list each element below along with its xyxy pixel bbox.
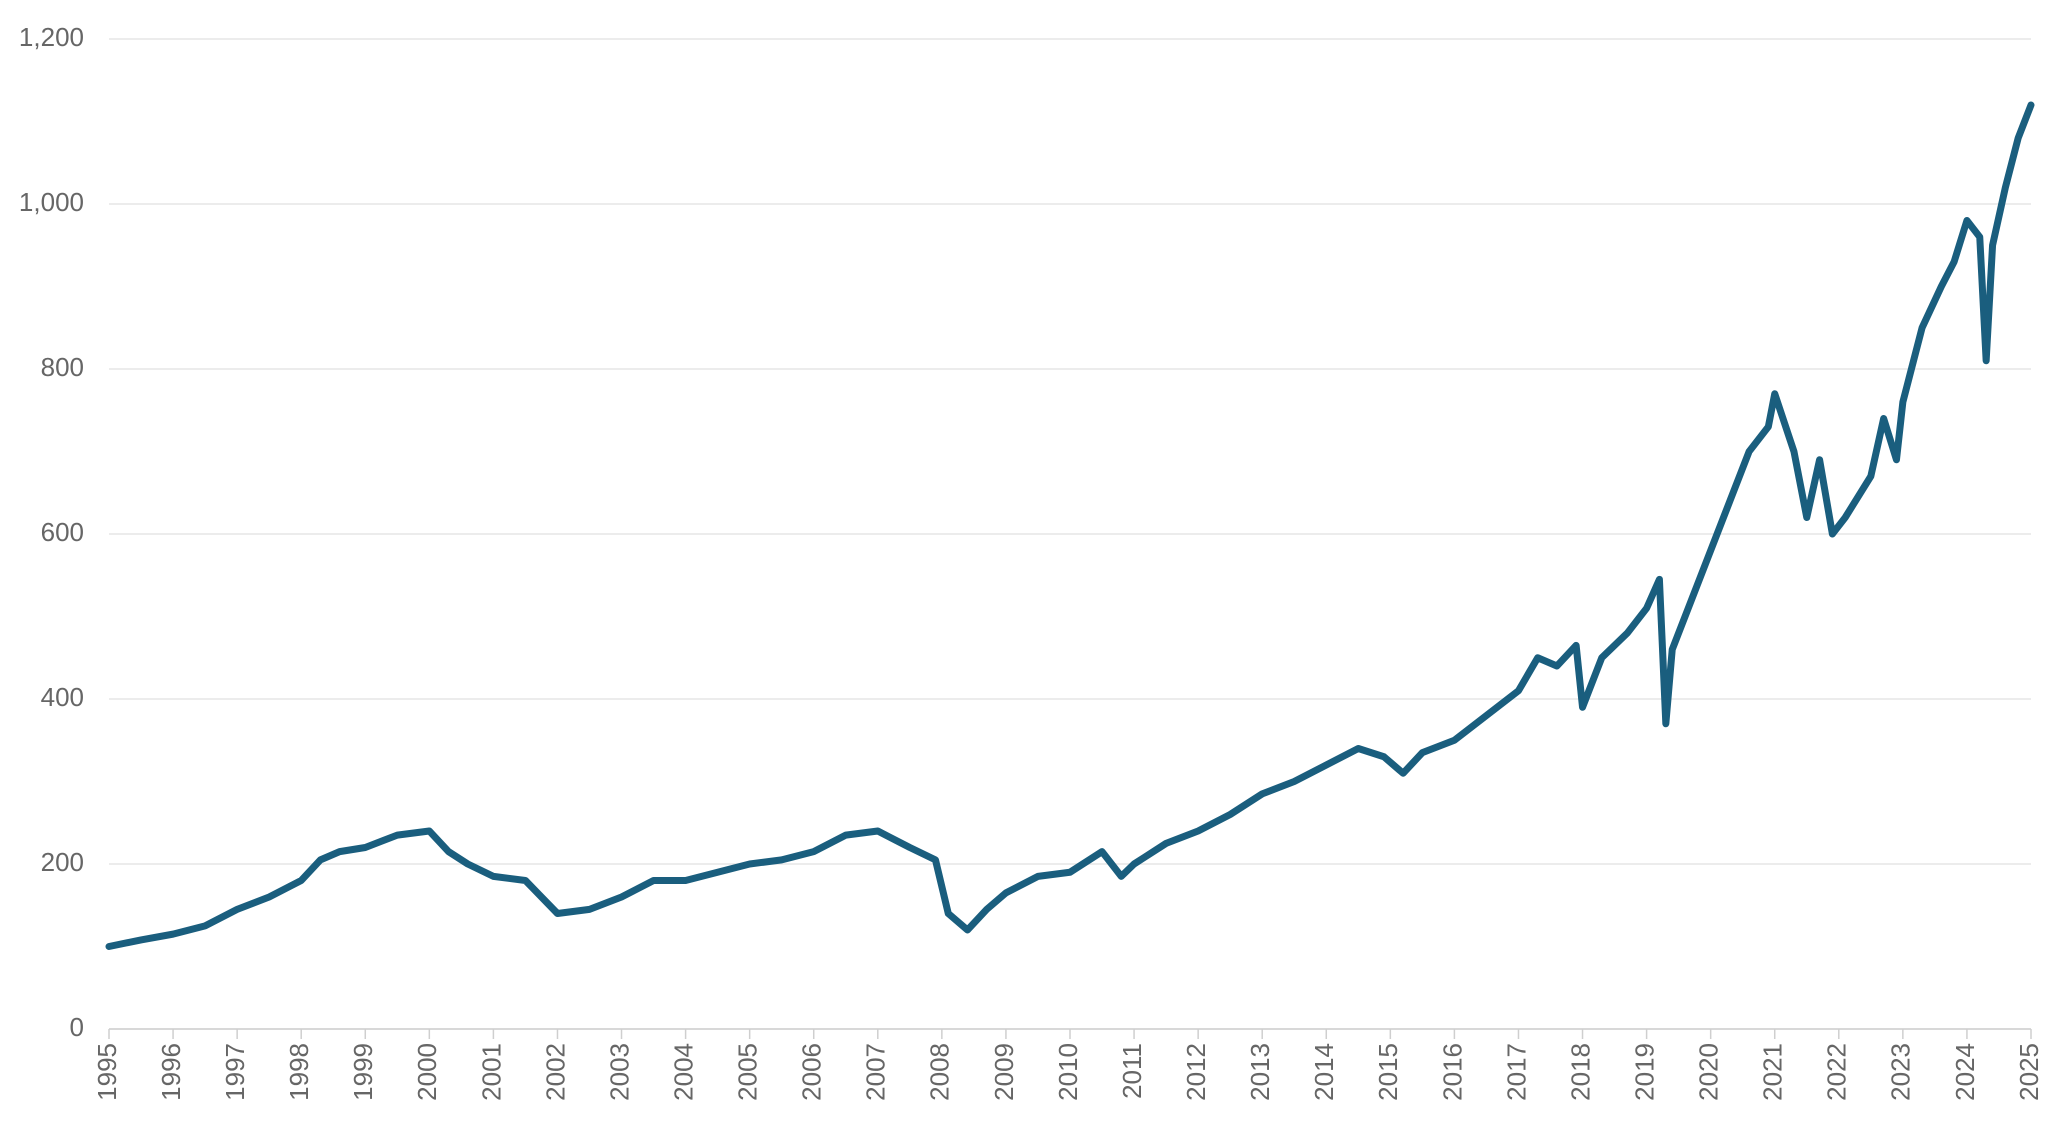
- x-tick-label: 2021: [1758, 1043, 1788, 1101]
- x-tick-label: 1997: [220, 1043, 250, 1101]
- x-tick-label: 2020: [1694, 1043, 1724, 1101]
- x-tick-label: 2012: [1181, 1043, 1211, 1101]
- y-tick-label: 1,200: [19, 22, 84, 52]
- x-tick-label: 1999: [348, 1043, 378, 1101]
- x-tick-label: 2007: [861, 1043, 891, 1101]
- y-tick-label: 400: [41, 682, 84, 712]
- x-tick-label: 2014: [1309, 1043, 1339, 1101]
- x-tick-label: 2011: [1117, 1043, 1147, 1099]
- y-tick-label: 800: [41, 352, 84, 382]
- x-tick-label: 2025: [2014, 1043, 2044, 1101]
- y-tick-label: 200: [41, 847, 84, 877]
- x-tick-label: 2019: [1629, 1043, 1659, 1101]
- x-tick-label: 2015: [1373, 1043, 1403, 1101]
- x-tick-label: 2022: [1822, 1043, 1852, 1101]
- x-tick-label: 1996: [156, 1043, 186, 1101]
- x-tick-label: 2006: [797, 1043, 827, 1101]
- x-tick-label: 2013: [1245, 1043, 1275, 1101]
- x-tick-label: 2003: [604, 1043, 634, 1101]
- x-tick-label: 2016: [1437, 1043, 1467, 1101]
- y-tick-label: 600: [41, 517, 84, 547]
- x-tick-label: 2008: [925, 1043, 955, 1101]
- x-tick-label: 1995: [92, 1043, 122, 1101]
- x-tick-label: 2004: [668, 1043, 698, 1101]
- x-tick-label: 2005: [733, 1043, 763, 1101]
- data-line: [105, 101, 2035, 950]
- x-tick-label: 2023: [1886, 1043, 1916, 1101]
- x-tick-label: 2009: [989, 1043, 1019, 1101]
- x-tick-label: 2000: [412, 1043, 442, 1101]
- x-tick-label: 2010: [1053, 1043, 1083, 1101]
- x-tick-label: 2017: [1501, 1043, 1531, 1101]
- x-tick-label: 2001: [476, 1043, 506, 1101]
- x-tick-label: 2018: [1565, 1043, 1595, 1101]
- x-tick-label: 1998: [284, 1043, 314, 1101]
- x-tick-label: 2002: [540, 1043, 570, 1101]
- y-tick-label: 1,000: [19, 187, 84, 217]
- x-tick-label: 2024: [1950, 1043, 1980, 1101]
- y-tick-label: 0: [70, 1012, 84, 1042]
